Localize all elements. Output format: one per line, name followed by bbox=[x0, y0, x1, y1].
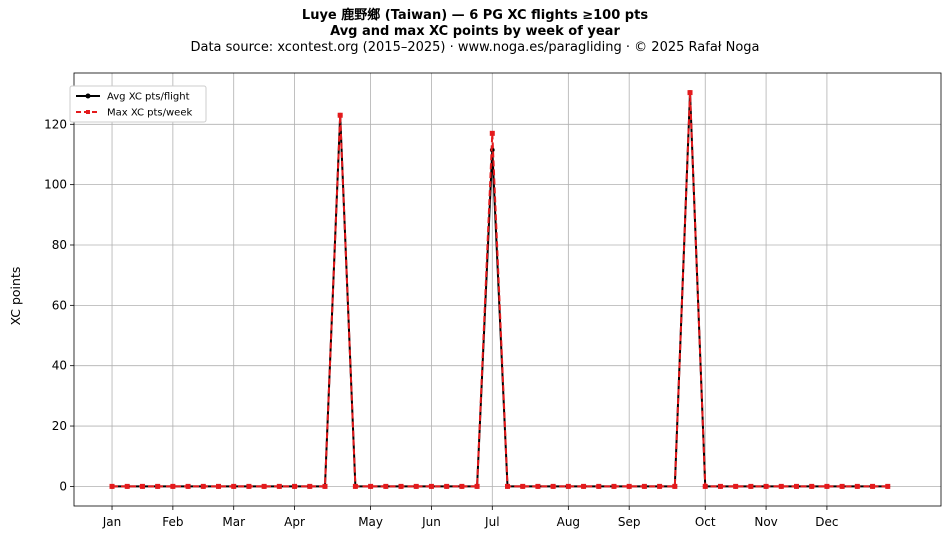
max-point bbox=[839, 483, 845, 489]
max-point bbox=[368, 483, 374, 489]
x-tick-label: Aug bbox=[557, 515, 580, 529]
max-point bbox=[550, 483, 556, 489]
max-point bbox=[155, 483, 161, 489]
max-point bbox=[322, 483, 328, 489]
max-point bbox=[535, 483, 541, 489]
chart-title: Luye 鹿野鄉 (Taiwan) — 6 PG XC flights ≥100… bbox=[301, 8, 649, 23]
chart-subtitle: Avg and max XC points by week of year bbox=[330, 24, 620, 39]
y-tick-label: 60 bbox=[52, 298, 67, 312]
max-point bbox=[459, 483, 465, 489]
max-series-line bbox=[112, 91, 888, 488]
max-point bbox=[231, 483, 237, 489]
max-point bbox=[824, 483, 830, 489]
max-point bbox=[717, 483, 723, 489]
y-tick-label: 100 bbox=[44, 178, 67, 192]
y-tick-label: 0 bbox=[59, 479, 67, 493]
max-point bbox=[581, 483, 587, 489]
max-point bbox=[854, 483, 860, 489]
max-point bbox=[794, 483, 799, 489]
max-point bbox=[657, 483, 663, 489]
max-point bbox=[870, 483, 876, 489]
max-point bbox=[748, 483, 754, 489]
y-tick-label: 40 bbox=[52, 359, 67, 373]
x-tick-label: Mar bbox=[222, 515, 245, 529]
x-tick-label: Jan bbox=[102, 515, 122, 529]
max-point bbox=[337, 112, 343, 118]
max-point bbox=[809, 483, 815, 489]
max-point bbox=[216, 483, 221, 489]
max-point bbox=[611, 483, 617, 489]
max-point bbox=[763, 483, 769, 489]
max-point bbox=[413, 483, 419, 489]
max-point bbox=[596, 483, 602, 489]
max-point bbox=[170, 483, 176, 489]
y-tick-label: 120 bbox=[44, 117, 67, 131]
y-axis-label: XC points bbox=[8, 267, 23, 326]
x-tick-label: Dec bbox=[815, 515, 838, 529]
axes: 0 20 40 60 80 100 120 Jan Feb Mar Apr May Jun Jul Aug S… bbox=[44, 72, 942, 529]
x-tick-label: May bbox=[358, 515, 383, 529]
max-point bbox=[474, 483, 480, 489]
grid-lines bbox=[74, 73, 941, 506]
max-point bbox=[185, 483, 191, 489]
max-point bbox=[352, 483, 358, 489]
legend-avg-label: Avg XC pts/flight bbox=[107, 92, 190, 103]
max-point bbox=[733, 483, 739, 489]
legend: Avg XC pts/flight Max XC pts/week bbox=[69, 85, 207, 123]
x-tick-label: Apr bbox=[284, 515, 305, 529]
max-point bbox=[292, 483, 298, 489]
max-point bbox=[398, 483, 404, 489]
max-point bbox=[246, 483, 252, 489]
max-point bbox=[520, 483, 526, 489]
max-point bbox=[778, 483, 784, 489]
x-tick-label: Jul bbox=[484, 515, 499, 529]
max-point bbox=[885, 483, 891, 489]
max-point bbox=[641, 483, 647, 489]
max-point bbox=[383, 483, 389, 489]
legend-max-label: Max XC pts/week bbox=[107, 108, 192, 119]
series-lines bbox=[109, 90, 891, 489]
max-point bbox=[109, 483, 115, 489]
max-point bbox=[626, 483, 632, 489]
max-point bbox=[261, 483, 267, 489]
x-tick-label: Jun bbox=[421, 515, 441, 529]
max-point bbox=[702, 483, 708, 489]
y-tick-label: 80 bbox=[52, 238, 67, 252]
max-point bbox=[200, 483, 206, 489]
max-point bbox=[307, 483, 313, 489]
chart-title-block: Luye 鹿野鄉 (Taiwan) — 6 PG XC flights ≥100… bbox=[0, 8, 950, 56]
x-tick-label: Feb bbox=[162, 515, 183, 529]
x-tick-label: Oct bbox=[695, 515, 716, 529]
legend-frame bbox=[69, 85, 207, 123]
max-point bbox=[124, 483, 130, 489]
max-point bbox=[565, 483, 571, 489]
max-point bbox=[672, 483, 678, 489]
max-point bbox=[139, 483, 145, 489]
data-source-line: Data source: xcontest.org (2015–2025) · … bbox=[190, 40, 760, 55]
max-point bbox=[505, 483, 510, 489]
max-point bbox=[276, 483, 282, 489]
max-point bbox=[444, 483, 450, 489]
max-point bbox=[489, 130, 495, 136]
y-tick-label: 20 bbox=[52, 419, 67, 433]
plot-frame bbox=[73, 72, 942, 507]
max-point bbox=[428, 483, 434, 489]
legend-avg-marker bbox=[85, 93, 91, 99]
x-tick-label: Nov bbox=[754, 515, 777, 529]
max-point bbox=[687, 90, 693, 96]
legend-max-marker bbox=[86, 110, 90, 114]
x-tick-label: Sep bbox=[618, 515, 641, 529]
